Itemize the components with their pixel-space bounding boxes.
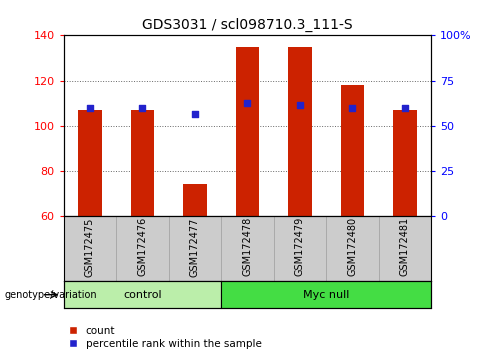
Text: GSM172478: GSM172478 <box>243 217 252 276</box>
Text: GSM172475: GSM172475 <box>85 217 95 276</box>
Point <box>139 105 147 110</box>
Title: GDS3031 / scl098710.3_111-S: GDS3031 / scl098710.3_111-S <box>142 17 353 32</box>
Text: control: control <box>123 290 162 300</box>
Bar <box>183 184 207 216</box>
Legend: count, percentile rank within the sample: count, percentile rank within the sample <box>69 326 262 349</box>
Point <box>86 105 94 110</box>
Point <box>401 105 409 110</box>
Bar <box>131 110 154 216</box>
Text: genotype/variation: genotype/variation <box>5 290 98 300</box>
Text: GSM172481: GSM172481 <box>400 217 410 276</box>
Text: GSM172476: GSM172476 <box>138 217 147 276</box>
Text: GSM172479: GSM172479 <box>295 217 305 276</box>
Point <box>244 100 251 106</box>
Bar <box>288 47 312 216</box>
Text: Myc null: Myc null <box>303 290 349 300</box>
Bar <box>78 110 102 216</box>
Bar <box>221 281 431 308</box>
Bar <box>64 281 221 308</box>
Bar <box>236 47 259 216</box>
Bar <box>341 85 364 216</box>
Point <box>191 112 199 117</box>
Point <box>348 105 356 110</box>
Text: GSM172477: GSM172477 <box>190 217 200 276</box>
Bar <box>393 110 417 216</box>
Text: GSM172480: GSM172480 <box>347 217 357 276</box>
Point <box>296 103 304 108</box>
